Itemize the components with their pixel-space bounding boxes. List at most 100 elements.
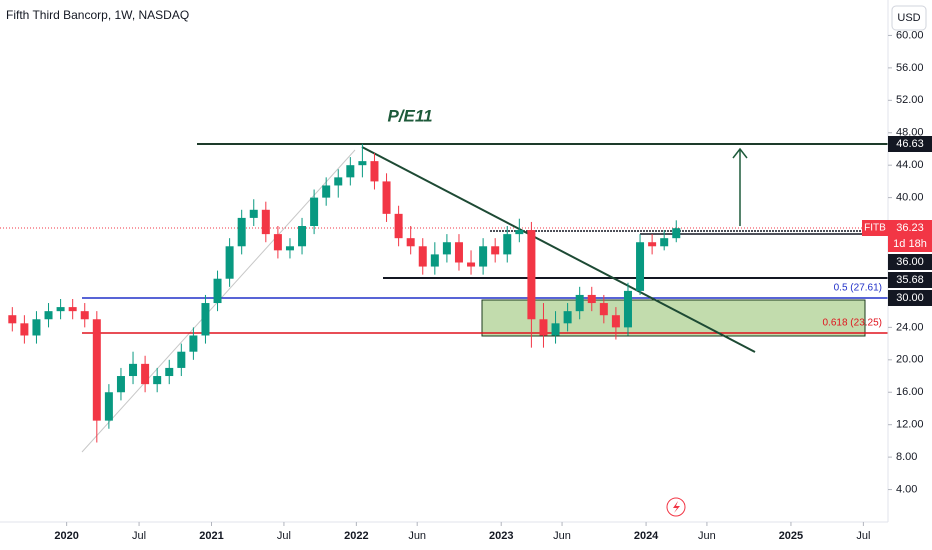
- candle-body: [648, 242, 657, 247]
- candle-body: [8, 315, 17, 324]
- price-label: 30.00: [896, 292, 924, 304]
- candle-body: [587, 294, 596, 304]
- x-tick-label: Jun: [408, 530, 426, 542]
- events-icon-bolt[interactable]: [673, 501, 680, 513]
- target-arrow-head: [732, 147, 748, 159]
- last-price: 36.23: [896, 222, 924, 234]
- y-tick-label: 56.00: [896, 62, 924, 74]
- candle-body: [672, 228, 681, 239]
- candle-body: [539, 319, 548, 336]
- candle-body: [177, 351, 186, 368]
- candle-body: [44, 311, 53, 320]
- candle-body: [104, 392, 113, 421]
- candle-body: [237, 217, 246, 247]
- candle-body: [346, 165, 355, 178]
- candle-body: [285, 246, 294, 251]
- y-tick-label: 20.00: [896, 354, 924, 366]
- candle-body: [406, 238, 415, 247]
- candle-body: [394, 213, 403, 239]
- candle-body: [611, 315, 620, 328]
- x-tick-label: 2021: [199, 530, 223, 542]
- candle-body: [165, 367, 174, 377]
- candle-body: [623, 290, 632, 328]
- last-price-box: [888, 220, 932, 252]
- candle-body: [20, 323, 29, 336]
- candle-body: [129, 363, 138, 377]
- candle-body: [418, 246, 427, 267]
- candle-body: [298, 226, 307, 247]
- price-label: 46.63: [896, 138, 924, 150]
- y-tick-label: 60.00: [896, 29, 924, 41]
- x-tick-label: 2025: [779, 530, 803, 542]
- candle-body: [68, 307, 77, 312]
- countdown: 1d 18h: [893, 238, 927, 250]
- x-tick-label: Jun: [553, 530, 571, 542]
- chart-title: Fifth Third Bancorp, 1W, NASDAQ: [6, 8, 189, 22]
- currency-button[interactable]: [891, 5, 927, 31]
- candle-body: [479, 246, 488, 267]
- support-zone: [481, 299, 866, 337]
- candle-body: [213, 278, 222, 304]
- y-tick-label: 48.00: [896, 127, 924, 139]
- price-label: 35.68: [896, 274, 924, 286]
- candle-body: [225, 246, 234, 279]
- candle-body: [249, 209, 258, 218]
- candle-body: [80, 311, 89, 320]
- y-tick-label: 12.00: [896, 419, 924, 431]
- y-tick-label: 24.00: [896, 321, 924, 333]
- candle-body: [201, 303, 210, 336]
- price-label-box: [888, 290, 932, 306]
- x-tick-label: 2022: [344, 530, 368, 542]
- fib-label: 0.5 (27.61): [834, 283, 882, 294]
- candle-body: [575, 294, 584, 312]
- candle-body: [358, 161, 367, 166]
- candle-body: [322, 185, 331, 198]
- y-tick-label: 16.00: [896, 386, 924, 398]
- candle-body: [454, 242, 463, 263]
- y-tick-label: 44.00: [896, 159, 924, 171]
- candle-body: [636, 242, 645, 291]
- fib-label: 0.618 (23.25): [823, 318, 883, 329]
- pattern-label: P/E11: [387, 106, 432, 125]
- candle-body: [430, 254, 439, 267]
- candle-body: [116, 376, 125, 393]
- y-tick-label: 40.00: [896, 192, 924, 204]
- axis: 4.00 8.00 12.00 16.00 20.00 24.00 40.00 44.00 48…: [54, 29, 923, 542]
- candle-body: [310, 197, 319, 227]
- candle-body: [442, 242, 451, 255]
- downtrend-line: [361, 146, 756, 353]
- candle-body: [515, 230, 524, 235]
- x-tick-label: Jun: [698, 530, 716, 542]
- x-tick-label: 2023: [489, 530, 513, 542]
- candle-body: [660, 238, 669, 247]
- candle-body: [503, 234, 512, 255]
- x-tick-label: Jul: [856, 530, 870, 542]
- x-tick-label: 2024: [634, 530, 659, 542]
- price-label-box: [888, 254, 932, 270]
- candles: [8, 143, 681, 443]
- candle-body: [261, 209, 270, 235]
- x-tick-label: Jul: [277, 530, 291, 542]
- symbol-label: FITB: [864, 223, 886, 234]
- candle-body: [599, 303, 608, 316]
- candle-body: [563, 311, 572, 324]
- currency[interactable]: USD: [897, 12, 920, 24]
- candle-body: [334, 177, 343, 186]
- candle-body: [189, 335, 198, 352]
- y-tick-label: 8.00: [896, 451, 917, 463]
- candle-body: [527, 230, 536, 320]
- y-tick-label: 4.00: [896, 483, 917, 495]
- price-label-box: [888, 272, 932, 288]
- candle-body: [551, 323, 560, 336]
- candle-body: [32, 319, 41, 336]
- x-tick-label: 2020: [54, 530, 78, 542]
- symbol-box: [862, 220, 888, 236]
- candle-body: [467, 262, 476, 267]
- y-tick-label: 52.00: [896, 94, 924, 106]
- candle-body: [273, 234, 282, 251]
- price-label-box: [888, 136, 932, 152]
- x-tick-label: Jul: [132, 530, 146, 542]
- price-label: 36.00: [896, 256, 924, 268]
